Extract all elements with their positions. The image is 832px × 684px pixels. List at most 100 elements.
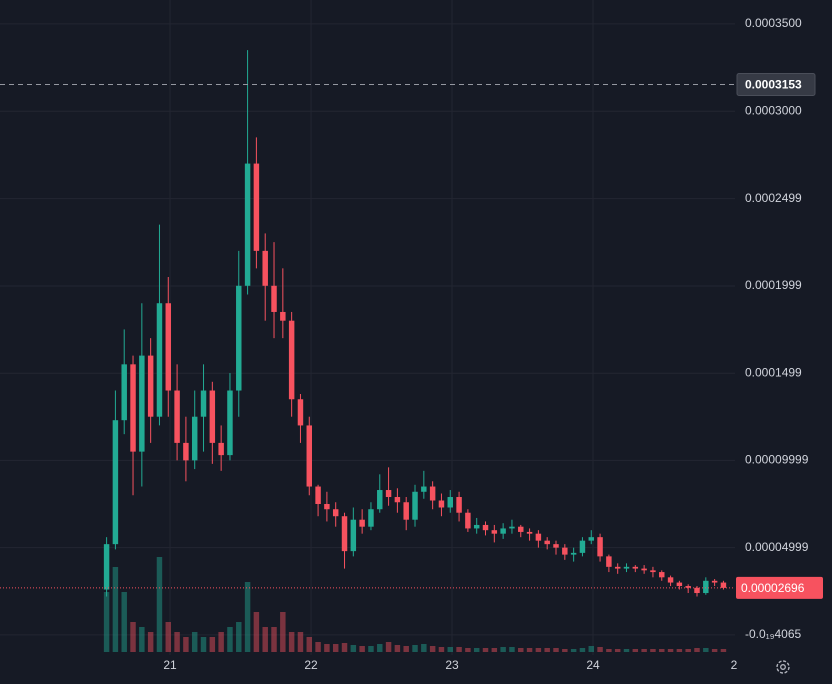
- volume-bar: [438, 647, 445, 652]
- volume-bar: [324, 644, 330, 652]
- x-tick-label: 22: [304, 658, 318, 672]
- volume-bar: [694, 648, 700, 652]
- volume-bar: [130, 622, 136, 652]
- volume-bar: [218, 632, 224, 652]
- volume-layer: [103, 557, 727, 652]
- candle-body: [623, 566, 630, 569]
- candle-body: [139, 355, 145, 452]
- volume-bar: [659, 649, 665, 652]
- y-tick-label: 0.0001999: [745, 278, 802, 292]
- candle-body: [720, 582, 727, 588]
- candle-body: [473, 524, 480, 529]
- candle-body: [209, 390, 216, 443]
- volume-bar: [535, 648, 542, 652]
- candle-body: [341, 516, 348, 552]
- gear-outer: [776, 660, 790, 674]
- candle-body: [579, 540, 586, 553]
- volume-bar: [623, 649, 630, 652]
- volume-bar: [482, 648, 489, 652]
- crosshair-label: 0.0003153: [745, 78, 802, 92]
- candle-body: [183, 442, 189, 461]
- candle-body: [535, 533, 542, 541]
- volume-bar: [209, 637, 216, 652]
- overlay-layer: 0.0003153 0.00002696: [0, 72, 823, 599]
- volume-bar: [350, 645, 357, 652]
- candle-body: [482, 524, 489, 531]
- volume-bar: [103, 592, 110, 652]
- candle-body: [359, 519, 365, 527]
- candle-body: [676, 582, 683, 587]
- volume-bar: [306, 637, 313, 652]
- settings-icon[interactable]: [776, 660, 790, 674]
- candle-body: [456, 497, 462, 513]
- candle-body: [544, 540, 550, 545]
- volume-bar: [341, 643, 348, 652]
- candle-body: [650, 570, 656, 573]
- candle-body: [156, 303, 163, 417]
- volume-bar: [606, 649, 612, 652]
- x-tick-label: 21: [163, 658, 177, 672]
- candle-body: [315, 486, 321, 504]
- volume-bar: [491, 648, 498, 652]
- candle-body: [121, 364, 127, 421]
- candle-body: [174, 390, 180, 443]
- volume-bar: [720, 649, 727, 652]
- volume-bar: [579, 648, 586, 652]
- candle-body: [165, 303, 172, 391]
- candle-body: [632, 566, 639, 569]
- price-axis: 0.0003500 0.0003000 0.0002499 0.0001999 0.00…: [163, 16, 808, 672]
- volume-bar: [315, 642, 321, 652]
- candle-body: [191, 416, 198, 461]
- volume-bar: [526, 648, 533, 652]
- grid: [0, 0, 735, 655]
- candle-body: [562, 547, 568, 555]
- x-tick-label: 23: [445, 658, 459, 672]
- volume-bar: [429, 646, 436, 652]
- candle-body: [526, 531, 533, 534]
- candle-body: [438, 500, 445, 508]
- volume-bar: [509, 647, 515, 652]
- candle-body: [244, 163, 251, 286]
- candle-body: [659, 572, 665, 578]
- candle-body: [288, 320, 295, 400]
- candle-body: [429, 486, 436, 501]
- volume-bar: [377, 644, 383, 652]
- volume-bar: [685, 649, 691, 652]
- candle-body: [218, 442, 224, 456]
- candle-body: [711, 580, 718, 583]
- candle-body: [236, 285, 242, 391]
- last-price-tag: [736, 576, 823, 599]
- volume-bar: [227, 627, 233, 652]
- y-tick-label: -0.0₁₉4065: [745, 627, 802, 641]
- candle-body: [500, 528, 506, 534]
- x-tick-label: 2: [731, 658, 738, 672]
- candle-body: [377, 490, 383, 510]
- candle-body: [570, 552, 577, 555]
- candle-layer: [103, 50, 727, 597]
- volume-bar: [156, 557, 163, 652]
- candle-body: [130, 364, 136, 452]
- volume-bar: [641, 649, 647, 652]
- volume-bar: [465, 648, 471, 652]
- candle-body: [297, 399, 304, 426]
- volume-bar: [703, 648, 709, 652]
- volume-bar: [359, 646, 365, 652]
- candle-body: [588, 537, 594, 541]
- candle-body: [368, 509, 374, 527]
- candle-body: [614, 566, 621, 569]
- volume-bar: [200, 637, 207, 652]
- volume-bar: [253, 612, 260, 652]
- volume-bar: [139, 627, 145, 652]
- candle-body: [112, 420, 119, 545]
- gear-inner: [780, 664, 786, 670]
- candle-body: [447, 497, 453, 508]
- volume-bar: [553, 648, 559, 652]
- volume-bar: [280, 612, 286, 652]
- volume-bar: [394, 645, 401, 652]
- volume-bar: [288, 632, 295, 652]
- volume-bar: [650, 649, 656, 652]
- candle-body: [227, 390, 233, 456]
- volume-bar: [544, 648, 550, 652]
